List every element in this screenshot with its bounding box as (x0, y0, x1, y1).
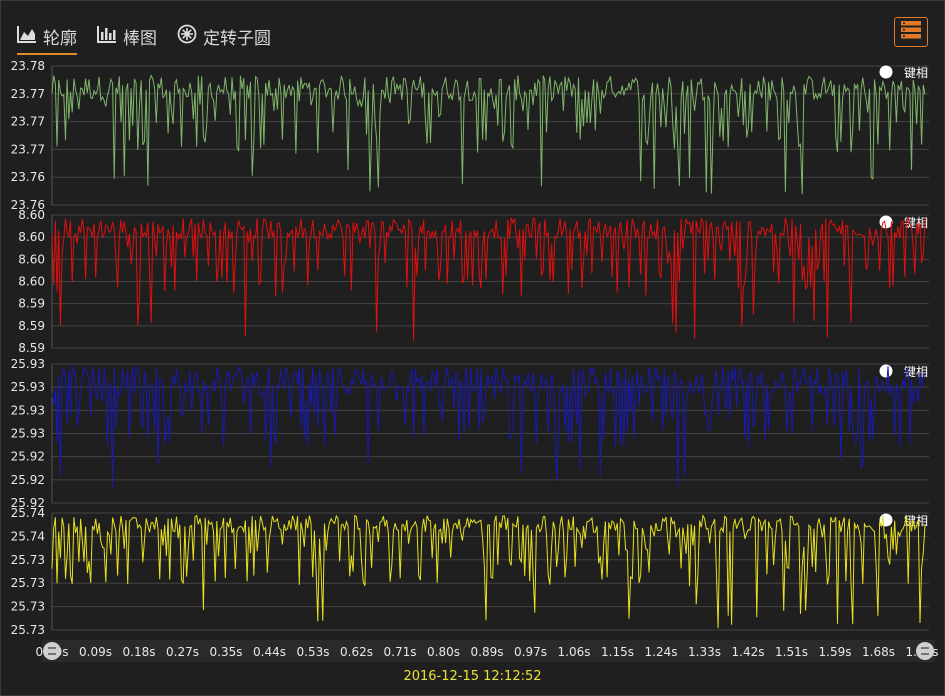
y-tick-label: 25.92 (11, 473, 45, 487)
panel-4: 25.74 25.74 25.73 25.73 25.73 25.73 键相 (11, 506, 929, 637)
y-tick-label: 25.93 (11, 403, 45, 417)
tab-contour-label: 轮廓 (43, 28, 77, 49)
panel-1: 23.78 23.77 23.77 23.77 23.76 23.76 键相 (11, 59, 929, 212)
y-tick-label: 23.78 (11, 59, 45, 73)
slider-handle-left[interactable] (43, 642, 61, 660)
y-tick-label: 8.59 (18, 341, 45, 355)
y-tick-label: 25.73 (11, 623, 45, 637)
x-tick-label: 0.62s (340, 645, 373, 659)
x-tick-label: 1.24s (645, 645, 678, 659)
x-tick-label: 0.35s (210, 645, 243, 659)
tab-bar-chart[interactable]: 棒图 (97, 19, 157, 53)
slider-handle-knob (916, 642, 934, 660)
y-tick-label: 23.76 (11, 198, 45, 212)
y-tick-label: 25.93 (11, 427, 45, 441)
tab-rotor-circle[interactable]: 定转子圆 (177, 19, 271, 53)
x-axis: 0.00s0.09s0.18s0.27s0.35s0.44s0.53s0.62s… (36, 640, 938, 662)
datazoom-slider (42, 640, 935, 662)
timestamp: 2016-12-15 12:12:52 (403, 669, 542, 684)
y-tick-label: 25.93 (11, 380, 45, 394)
series-line (51, 216, 926, 342)
x-tick-label: 0.71s (384, 645, 417, 659)
y-tick-label: 25.93 (11, 357, 45, 371)
y-tick-label: 8.60 (18, 252, 45, 266)
area-chart-icon (17, 24, 37, 49)
series-line (51, 514, 926, 629)
y-tick-label: 8.59 (18, 319, 45, 333)
legend-label: 键相 (904, 216, 928, 230)
y-tick-label: 25.73 (11, 600, 45, 614)
x-tick-label: 0.44s (253, 645, 286, 659)
y-tick-label: 23.77 (11, 142, 45, 156)
bar-chart-icon (97, 24, 117, 49)
y-tick-label: 25.74 (11, 506, 45, 520)
x-tick-label: 0.53s (297, 645, 330, 659)
menu-button[interactable] (894, 17, 928, 47)
x-tick-label: 0.80s (427, 645, 460, 659)
y-tick-label: 25.74 (11, 529, 45, 543)
tab-rotor-circle-label: 定转子圆 (203, 28, 271, 49)
y-tick-label: 25.92 (11, 450, 45, 464)
chart-type-tabs: 轮廓 棒图 定转子圆 (17, 19, 291, 55)
y-tick-label: 25.73 (11, 576, 45, 590)
x-tick-label: 1.06s (558, 645, 591, 659)
tab-bar-chart-label: 棒图 (123, 28, 157, 49)
rotor-circle-icon (177, 24, 197, 49)
series-line (51, 74, 926, 195)
series-line (51, 365, 926, 488)
x-tick-label: 0.27s (166, 645, 199, 659)
x-tick-label: 1.42s (732, 645, 765, 659)
y-tick-label: 8.59 (18, 297, 45, 311)
x-tick-label: 0.89s (471, 645, 504, 659)
legend-marker (879, 364, 893, 378)
panel-2: 8.60 8.60 8.60 8.60 8.59 8.59 8.59 键相 (18, 208, 929, 355)
panel-3: 25.93 25.93 25.93 25.93 25.92 25.92 25.92 键相 (11, 357, 929, 510)
x-tick-label: 1.15s (601, 645, 634, 659)
legend-label: 键相 (904, 514, 928, 528)
tab-contour[interactable]: 轮廓 (17, 19, 77, 55)
menu-list-icon (900, 20, 922, 44)
y-tick-label: 8.60 (18, 208, 45, 222)
y-tick-label: 25.92 (11, 496, 45, 510)
y-tick-label: 8.60 (18, 230, 45, 244)
x-tick-label: 1.51s (775, 645, 808, 659)
y-tick-label: 23.77 (11, 87, 45, 101)
y-tick-label: 25.73 (11, 553, 45, 567)
x-tick-label: 0.09s (79, 645, 112, 659)
x-tick-label: 1.33s (688, 645, 721, 659)
y-tick-label: 23.77 (11, 115, 45, 129)
legend-label: 键相 (904, 66, 928, 80)
x-tick-label: 1.59s (819, 645, 852, 659)
y-tick-label: 8.60 (18, 275, 45, 289)
slider-handle-right[interactable] (916, 642, 934, 660)
x-tick-label: 0.97s (514, 645, 547, 659)
legend-label: 键相 (904, 365, 928, 379)
y-tick-label: 23.76 (11, 170, 45, 184)
x-tick-label: 0.18s (123, 645, 156, 659)
slider-handle-knob (43, 642, 61, 660)
legend-marker (879, 65, 893, 79)
x-tick-label: 1.68s (862, 645, 895, 659)
